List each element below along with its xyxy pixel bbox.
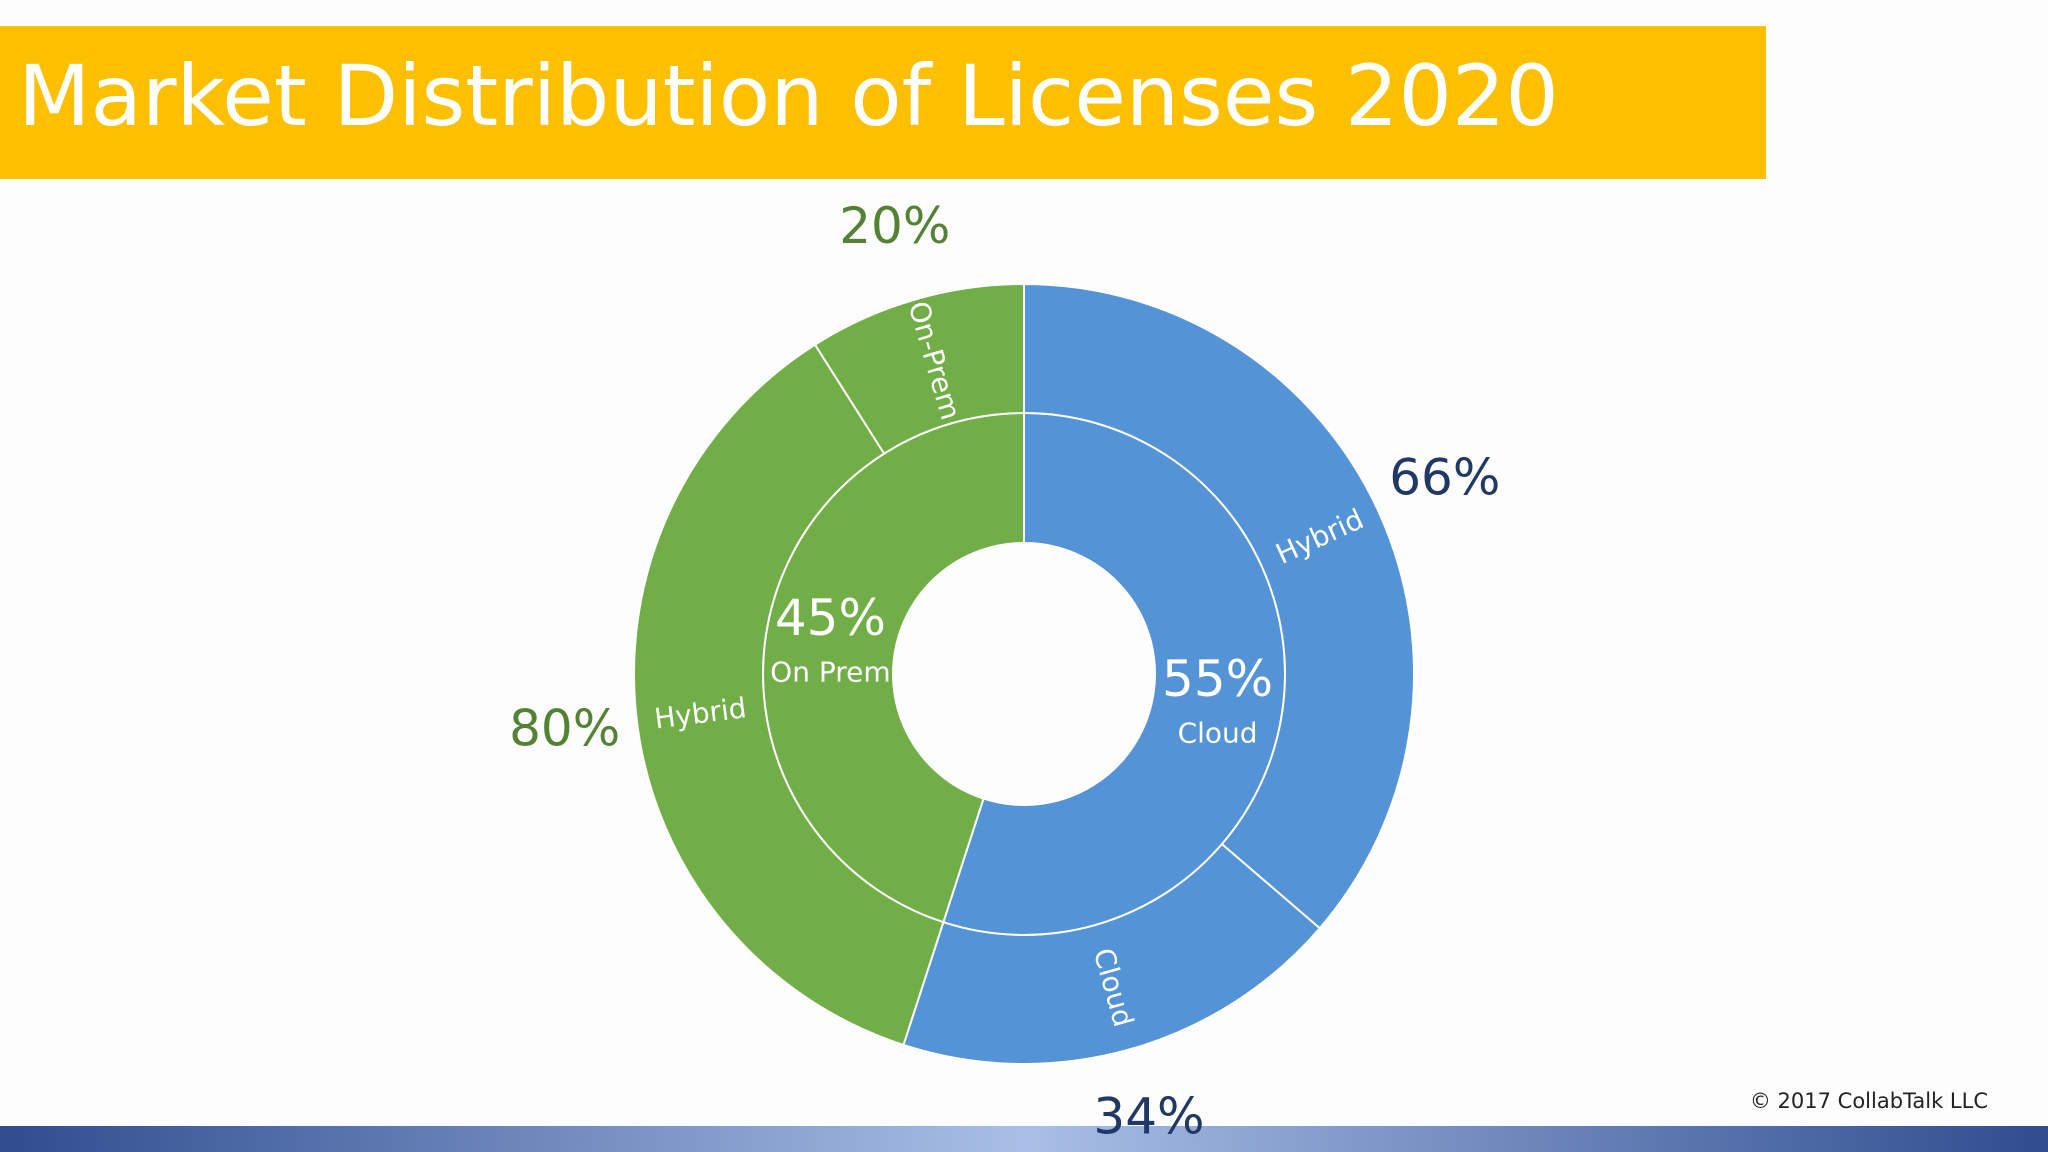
inner-name-label: On Prem — [770, 655, 890, 688]
footer: © 2017 CollabTalk LLC — [1750, 1089, 1988, 1113]
outer-value-label: 80% — [509, 700, 620, 758]
outer-segment — [902, 842, 1322, 1065]
inner-value-label: 45% — [775, 589, 886, 647]
outer-segment — [813, 282, 1025, 456]
outer-value-label: 34% — [1093, 1087, 1204, 1145]
outer-value-label: 20% — [839, 197, 950, 255]
inner-name-label: Cloud — [1178, 717, 1258, 750]
outer-segment — [1023, 282, 1415, 930]
inner-value-label: 55% — [1162, 650, 1273, 708]
outer-value-label: 66% — [1389, 448, 1500, 506]
chart-title: Market Distribution of Licenses 2020 — [18, 47, 1559, 145]
bottom-bar — [0, 1126, 2048, 1152]
title-bar — [0, 26, 1766, 179]
outer-segment — [633, 343, 945, 1047]
